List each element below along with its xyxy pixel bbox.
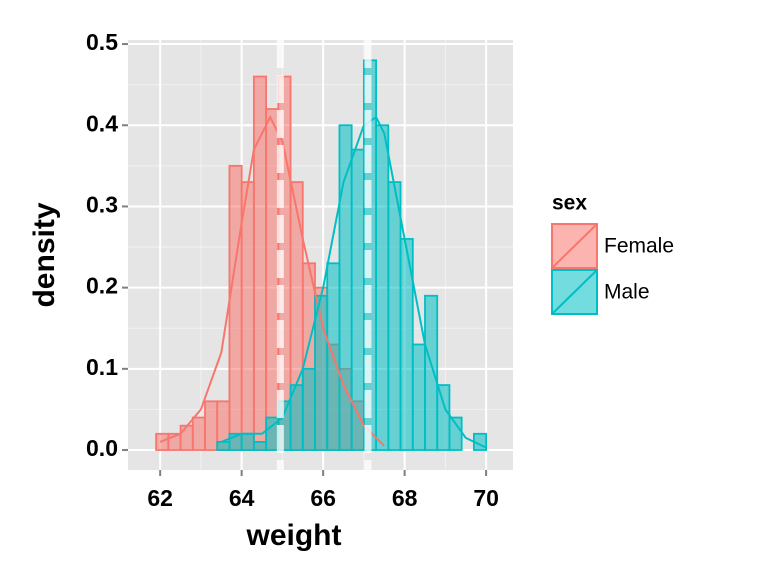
legend-key-line <box>551 269 598 315</box>
x-axis-title: weight <box>246 519 342 552</box>
bar <box>436 384 451 451</box>
y-tick-label: 0.2 <box>86 273 118 299</box>
bar <box>204 400 219 451</box>
bar <box>228 164 243 451</box>
bar <box>375 124 390 451</box>
bar <box>252 441 268 451</box>
y-tick-label: 0.1 <box>86 354 118 380</box>
bar <box>424 294 439 451</box>
bar <box>301 367 316 451</box>
legend-key-line <box>551 223 598 269</box>
bar <box>179 424 194 451</box>
legend-title: sex <box>552 192 587 215</box>
x-tick-label: 68 <box>392 485 418 511</box>
bar <box>216 441 231 451</box>
legend-label: Female <box>604 235 674 258</box>
bar <box>240 181 255 451</box>
y-tick-label: 0.0 <box>86 435 118 461</box>
bar <box>240 432 255 451</box>
y-tick-label: 0.5 <box>86 29 118 55</box>
x-tick-label: 70 <box>473 485 499 511</box>
x-tick-label: 64 <box>229 485 255 511</box>
bar <box>411 343 426 451</box>
bar <box>387 181 402 451</box>
density-line <box>220 115 487 449</box>
density-line <box>159 114 385 447</box>
bar <box>252 75 268 451</box>
x-tick-label: 62 <box>147 485 173 511</box>
y-tick-label: 0.4 <box>86 110 118 136</box>
bar <box>191 416 206 451</box>
bar <box>265 108 280 451</box>
x-tick-label: 66 <box>310 485 336 511</box>
y-axis-title: density <box>28 202 61 307</box>
y-tick-label: 0.3 <box>86 192 118 218</box>
legend-label: Male <box>604 281 650 304</box>
